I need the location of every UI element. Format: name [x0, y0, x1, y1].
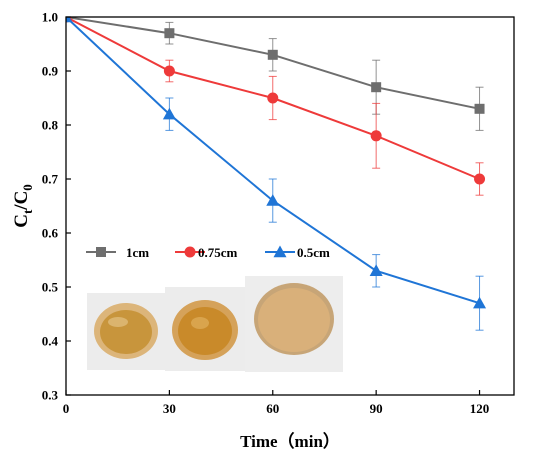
series-triangle — [66, 17, 487, 331]
legend: 1cm 0.75cm 0.5cm — [86, 245, 330, 260]
series-layer — [66, 17, 487, 331]
x-tick-label: 90 — [370, 401, 383, 416]
legend-label: 1cm — [126, 245, 149, 260]
legend-label: 0.75cm — [198, 245, 238, 260]
legend-label: 0.5cm — [297, 245, 330, 260]
sample-2-disc — [178, 307, 232, 355]
series-circle — [66, 17, 486, 196]
legend-item: 0.5cm — [265, 245, 330, 260]
sample-1-disc — [100, 310, 152, 354]
legend-item: 0.75cm — [175, 245, 238, 260]
data-point-triangle — [473, 296, 487, 309]
sample-1-highlight — [108, 317, 128, 327]
y-tick-label: 0.4 — [42, 334, 59, 349]
legend-item: 1cm — [86, 245, 149, 260]
y-tick-label: 1.0 — [42, 10, 58, 25]
y-axis-title: Ct/C0 — [11, 184, 35, 228]
data-point-circle — [474, 173, 486, 185]
data-point-triangle — [273, 245, 287, 258]
y-tick-label: 0.9 — [42, 64, 59, 79]
y-tick-label: 0.5 — [42, 280, 59, 295]
data-point-square — [474, 103, 485, 114]
data-point-square — [96, 247, 106, 257]
data-point-triangle — [266, 194, 280, 206]
x-tick-label: 60 — [266, 401, 279, 416]
x-tick-label: 0 — [63, 401, 70, 416]
x-axis-title: Time（min） — [240, 431, 340, 451]
data-point-triangle — [162, 107, 176, 120]
data-point-circle — [370, 130, 382, 142]
sample-3-disc — [258, 288, 330, 352]
data-point-square — [371, 82, 382, 93]
ticks: 0 30 60 90 120 0.3 0.4 0.5 0.6 0.7 0.8 0.9 1.0 — [42, 10, 490, 417]
data-point-triangle — [369, 264, 383, 276]
data-point-circle — [163, 65, 175, 77]
y-tick-label: 0.8 — [42, 118, 59, 133]
sample-photos-inset — [87, 276, 343, 372]
x-tick-label: 30 — [163, 401, 176, 416]
data-point-circle — [184, 246, 196, 258]
y-tick-label: 0.3 — [42, 388, 59, 403]
plot-frame — [65, 16, 515, 396]
y-tick-label: 0.7 — [42, 172, 59, 187]
y-tick-label: 0.6 — [42, 226, 59, 241]
x-tick-label: 120 — [470, 401, 490, 416]
series-square — [66, 17, 485, 131]
axes — [65, 16, 515, 396]
data-point-circle — [267, 92, 279, 104]
data-point-square — [267, 49, 278, 60]
data-point-square — [164, 28, 175, 39]
y-axis-title-text: Ct/C0 — [11, 184, 35, 228]
data-point-triangle — [66, 17, 73, 23]
sample-2-highlight — [191, 317, 209, 329]
